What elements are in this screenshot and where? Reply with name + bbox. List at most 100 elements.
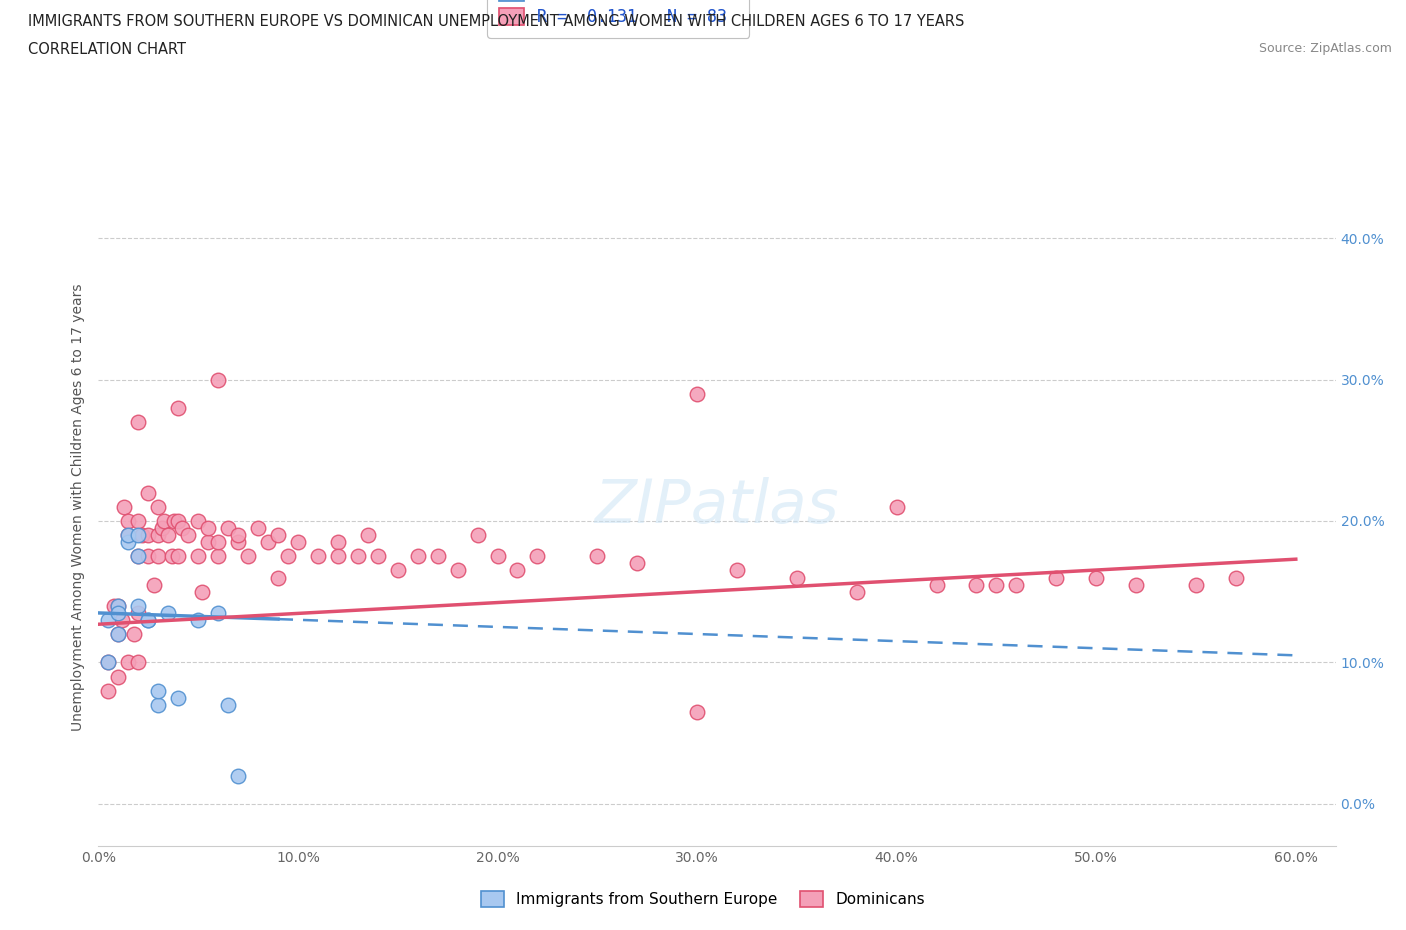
Point — [107, 598, 129, 613]
Point — [163, 513, 186, 528]
Point — [626, 556, 648, 571]
Point — [247, 521, 270, 536]
Point — [107, 605, 129, 620]
Point — [187, 513, 209, 528]
Point — [347, 549, 370, 564]
Point — [467, 527, 489, 542]
Point — [1085, 570, 1108, 585]
Text: CORRELATION CHART: CORRELATION CHART — [28, 42, 186, 57]
Point — [167, 549, 190, 564]
Point — [148, 698, 170, 712]
Point — [357, 527, 380, 542]
Point — [686, 386, 709, 401]
Point — [157, 605, 180, 620]
Text: Source: ZipAtlas.com: Source: ZipAtlas.com — [1258, 42, 1392, 55]
Point — [267, 570, 290, 585]
Point — [117, 527, 139, 542]
Point — [150, 521, 173, 536]
Point — [326, 535, 349, 550]
Text: IMMIGRANTS FROM SOUTHERN EUROPE VS DOMINICAN UNEMPLOYMENT AMONG WOMEN WITH CHILD: IMMIGRANTS FROM SOUTHERN EUROPE VS DOMIN… — [28, 14, 965, 29]
Point — [167, 690, 190, 705]
Point — [107, 627, 129, 642]
Point — [1045, 570, 1067, 585]
Text: ZIPatlas: ZIPatlas — [595, 477, 839, 537]
Point — [131, 527, 153, 542]
Point — [486, 549, 509, 564]
Point — [326, 549, 349, 564]
Point — [167, 513, 190, 528]
Point — [136, 613, 159, 628]
Point — [277, 549, 299, 564]
Point — [1005, 578, 1028, 592]
Point — [191, 584, 214, 599]
Point — [127, 598, 149, 613]
Point — [1125, 578, 1147, 592]
Point — [103, 598, 125, 613]
Point — [257, 535, 280, 550]
Point — [966, 578, 988, 592]
Point — [107, 670, 129, 684]
Point — [117, 513, 139, 528]
Point — [187, 549, 209, 564]
Y-axis label: Unemployment Among Women with Children Ages 6 to 17 years: Unemployment Among Women with Children A… — [72, 283, 86, 731]
Point — [287, 535, 309, 550]
Point — [197, 521, 219, 536]
Point — [177, 527, 200, 542]
Point — [725, 563, 748, 578]
Point — [148, 684, 170, 698]
Point — [117, 535, 139, 550]
Point — [162, 549, 184, 564]
Legend: Immigrants from Southern Europe, Dominicans: Immigrants from Southern Europe, Dominic… — [475, 884, 931, 913]
Point — [127, 415, 149, 430]
Point — [207, 372, 229, 387]
Point — [1225, 570, 1247, 585]
Point — [986, 578, 1008, 592]
Point — [197, 535, 219, 550]
Point — [367, 549, 389, 564]
Point — [111, 613, 134, 628]
Point — [127, 549, 149, 564]
Point — [1185, 578, 1208, 592]
Point — [207, 605, 229, 620]
Point — [124, 627, 146, 642]
Point — [107, 598, 129, 613]
Point — [217, 698, 239, 712]
Point — [97, 684, 120, 698]
Point — [97, 613, 120, 628]
Point — [97, 655, 120, 670]
Point — [167, 401, 190, 416]
Point — [187, 613, 209, 628]
Point — [387, 563, 409, 578]
Point — [172, 521, 194, 536]
Point — [406, 549, 429, 564]
Point — [153, 513, 176, 528]
Point — [586, 549, 609, 564]
Point — [845, 584, 868, 599]
Point — [217, 521, 239, 536]
Point — [426, 549, 449, 564]
Point — [157, 527, 180, 542]
Point — [148, 549, 170, 564]
Point — [148, 527, 170, 542]
Point — [136, 485, 159, 500]
Point — [112, 499, 135, 514]
Point — [925, 578, 948, 592]
Point — [127, 513, 149, 528]
Point — [526, 549, 548, 564]
Point — [786, 570, 808, 585]
Point — [686, 705, 709, 720]
Point — [136, 549, 159, 564]
Point — [97, 655, 120, 670]
Point — [307, 549, 329, 564]
Point — [226, 768, 249, 783]
Point — [886, 499, 908, 514]
Point — [506, 563, 529, 578]
Point — [226, 527, 249, 542]
Point — [236, 549, 259, 564]
Point — [117, 527, 139, 542]
Point — [207, 549, 229, 564]
Point — [136, 613, 159, 628]
Point — [127, 655, 149, 670]
Point — [127, 605, 149, 620]
Point — [226, 535, 249, 550]
